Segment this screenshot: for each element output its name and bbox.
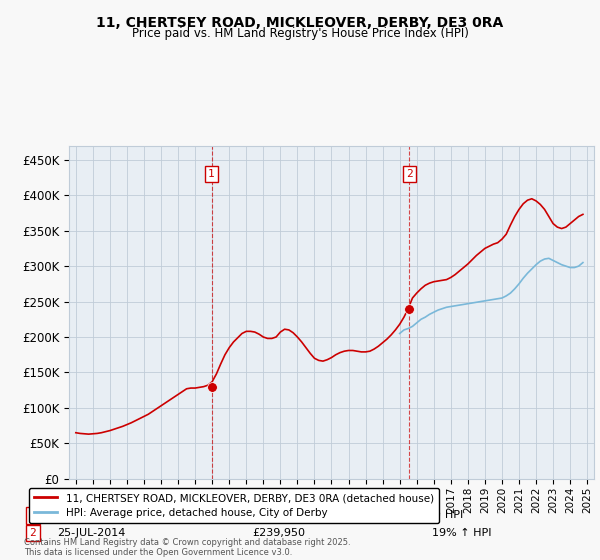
Text: 11, CHERTSEY ROAD, MICKLEOVER, DERBY, DE3 0RA: 11, CHERTSEY ROAD, MICKLEOVER, DERBY, DE… <box>97 16 503 30</box>
Text: £239,950: £239,950 <box>252 528 305 538</box>
Text: 2: 2 <box>29 528 37 538</box>
Text: £130,000: £130,000 <box>252 510 305 520</box>
Text: Contains HM Land Registry data © Crown copyright and database right 2025.
This d: Contains HM Land Registry data © Crown c… <box>24 538 350 557</box>
Text: 25-JUL-2014: 25-JUL-2014 <box>57 528 125 538</box>
Text: ≈ HPI: ≈ HPI <box>432 510 463 520</box>
Text: 2: 2 <box>406 169 413 179</box>
Text: 1: 1 <box>29 510 37 520</box>
Text: Price paid vs. HM Land Registry's House Price Index (HPI): Price paid vs. HM Land Registry's House … <box>131 27 469 40</box>
Text: 1: 1 <box>208 169 215 179</box>
Text: 19% ↑ HPI: 19% ↑ HPI <box>432 528 491 538</box>
Legend: 11, CHERTSEY ROAD, MICKLEOVER, DERBY, DE3 0RA (detached house), HPI: Average pri: 11, CHERTSEY ROAD, MICKLEOVER, DERBY, DE… <box>29 488 439 523</box>
Text: 13-DEC-2002: 13-DEC-2002 <box>57 510 131 520</box>
